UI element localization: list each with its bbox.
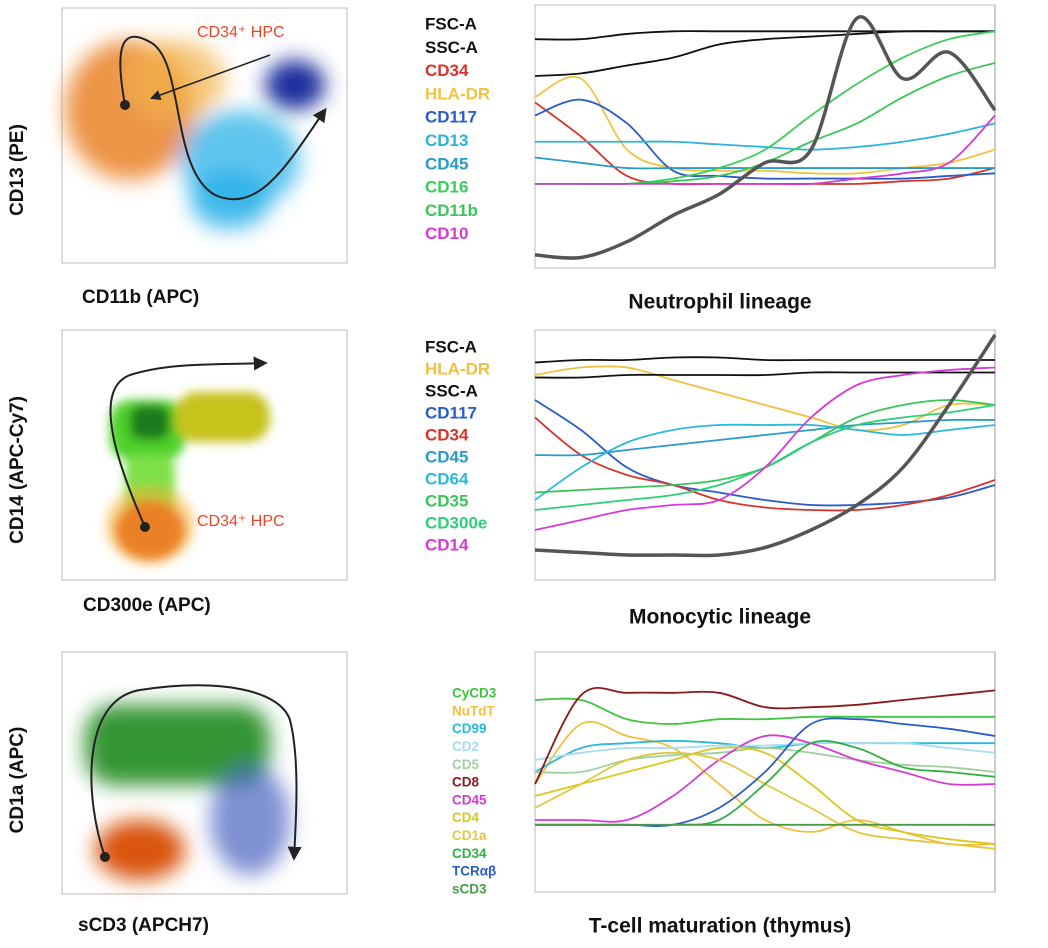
y-axis-label: CD13 (PE) (7, 124, 28, 216)
marker-curve (535, 122, 996, 151)
marker-curve (534, 717, 996, 827)
start-dot (120, 100, 130, 110)
marker-label: CD117 (425, 108, 477, 127)
marker-label: CD16 (425, 178, 468, 197)
marker-curve (534, 399, 996, 507)
start-dot (140, 522, 150, 532)
marker-label: CD2 (452, 739, 479, 754)
marker-curve (534, 114, 996, 186)
marker-curve (534, 686, 996, 785)
marker-curve (534, 418, 996, 457)
x-axis-label: sCD3 (APCH7) (78, 915, 209, 936)
marker-curve (534, 366, 996, 531)
marker-label: HLA-DR (425, 359, 490, 378)
marker-curve (534, 697, 995, 725)
marker-label: CD10 (425, 224, 468, 243)
marker-label: CD99 (452, 721, 487, 736)
marker-curve (534, 746, 996, 845)
marker-label: CD5 (452, 757, 479, 772)
y-axis-label: CD14 (APC-Cy7) (7, 396, 28, 544)
x-axis-label: CD11b (APC) (82, 287, 199, 308)
plot-frame (61, 7, 348, 264)
plot-frame (534, 329, 996, 581)
marker-label: CD4 (452, 810, 479, 825)
marker-label: SSC-A (425, 381, 478, 400)
marker-label: CD14 (425, 535, 469, 554)
scatter-panel: sCD3 (APCH7) CD1a (APC) (7, 651, 348, 936)
marker-curve (534, 75, 996, 175)
annotation: CD34⁺ HPC (197, 24, 285, 41)
y-axis-label: CD1a (APC) (7, 727, 28, 834)
marker-curve (534, 101, 996, 186)
scatter-panel: CD34⁺ HPC CD300e (APC) CD14 (APC-Cy7) (7, 329, 348, 616)
marker-label: CD45 (425, 447, 468, 466)
marker-label: CD34 (452, 846, 487, 861)
profile-panel: CyCD3 NuTdT CD99 CD2 CD5 CD8 CD45 CD4 CD1a CD34 TC… (452, 651, 996, 938)
trajectory-arrow (109, 356, 268, 528)
cell-clouds (105, 392, 270, 565)
marker-curve (534, 356, 995, 364)
marker-label: HLA-DR (425, 84, 490, 103)
plot-frame (61, 329, 348, 581)
marker-curve (534, 30, 995, 77)
marker-curve (535, 734, 996, 823)
plot-frame (61, 651, 348, 895)
marker-label: CD8 (452, 775, 479, 790)
marker-label: FSC-A (425, 14, 477, 33)
marker-label: CD11b (425, 201, 478, 220)
marker-curve (534, 741, 996, 761)
marker-curve (534, 416, 996, 512)
marker-label: CD300e (425, 513, 487, 532)
trajectory-arrow (90, 684, 302, 861)
profile-panel: FSC-A SSC-A CD34 HLA-DR CD117 CD13 CD45 CD16 CD1… (425, 4, 997, 314)
x-axis-label: CD300e (APC) (83, 595, 211, 616)
marker-label: CD45 (425, 154, 468, 173)
profile-panels: FSC-A SSC-A CD34 HLA-DR CD117 CD13 CD45 CD16 CD1… (425, 4, 997, 938)
cell-clouds (65, 40, 325, 230)
marker-curve (534, 423, 996, 501)
scatter-panel: CD34⁺ HPC CD11b (APC) CD13 (PE) (7, 7, 348, 308)
marker-label: CD45 (452, 792, 487, 807)
marker-curve (534, 721, 996, 846)
annotation: CD34⁺ HPC (197, 513, 285, 530)
plot-frame (534, 4, 996, 269)
start-dot (100, 852, 110, 862)
marker-label: sCD3 (452, 881, 487, 896)
marker-label: CD34 (425, 425, 469, 444)
marker-curve (534, 371, 995, 379)
marker-label: FSC-A (425, 337, 477, 356)
trajectory-arrow (119, 35, 327, 201)
marker-label: CD13 (425, 131, 468, 150)
marker-curve (534, 156, 995, 170)
marker-curve (534, 365, 996, 432)
marker-label: CyCD3 (452, 686, 497, 701)
pointer-arrow (150, 54, 271, 101)
marker-label: SSC-A (425, 38, 478, 57)
marker-label: CD35 (425, 491, 468, 510)
marker-label: NuTdT (452, 703, 495, 718)
marker-curve (534, 98, 996, 180)
cell-clouds (85, 705, 290, 880)
panel-title: T-cell maturation (thymus) (589, 915, 852, 938)
profile-panel: FSC-A HLA-DR SSC-A CD117 CD34 CD45 CD64 CD35 CD3… (425, 329, 997, 629)
marker-label: CD1a (452, 828, 487, 843)
scatter-intensity-curve (534, 334, 997, 558)
marker-label: TCRαβ (452, 864, 496, 879)
marker-label: CD117 (425, 403, 477, 422)
marker-label: CD34 (425, 61, 469, 80)
panel-title: Neutrophil lineage (628, 291, 811, 314)
marker-label: CD64 (425, 469, 469, 488)
marker-curve (534, 747, 996, 774)
panel-title: Monocytic lineage (629, 606, 811, 629)
scatter-intensity-curve (534, 15, 997, 260)
